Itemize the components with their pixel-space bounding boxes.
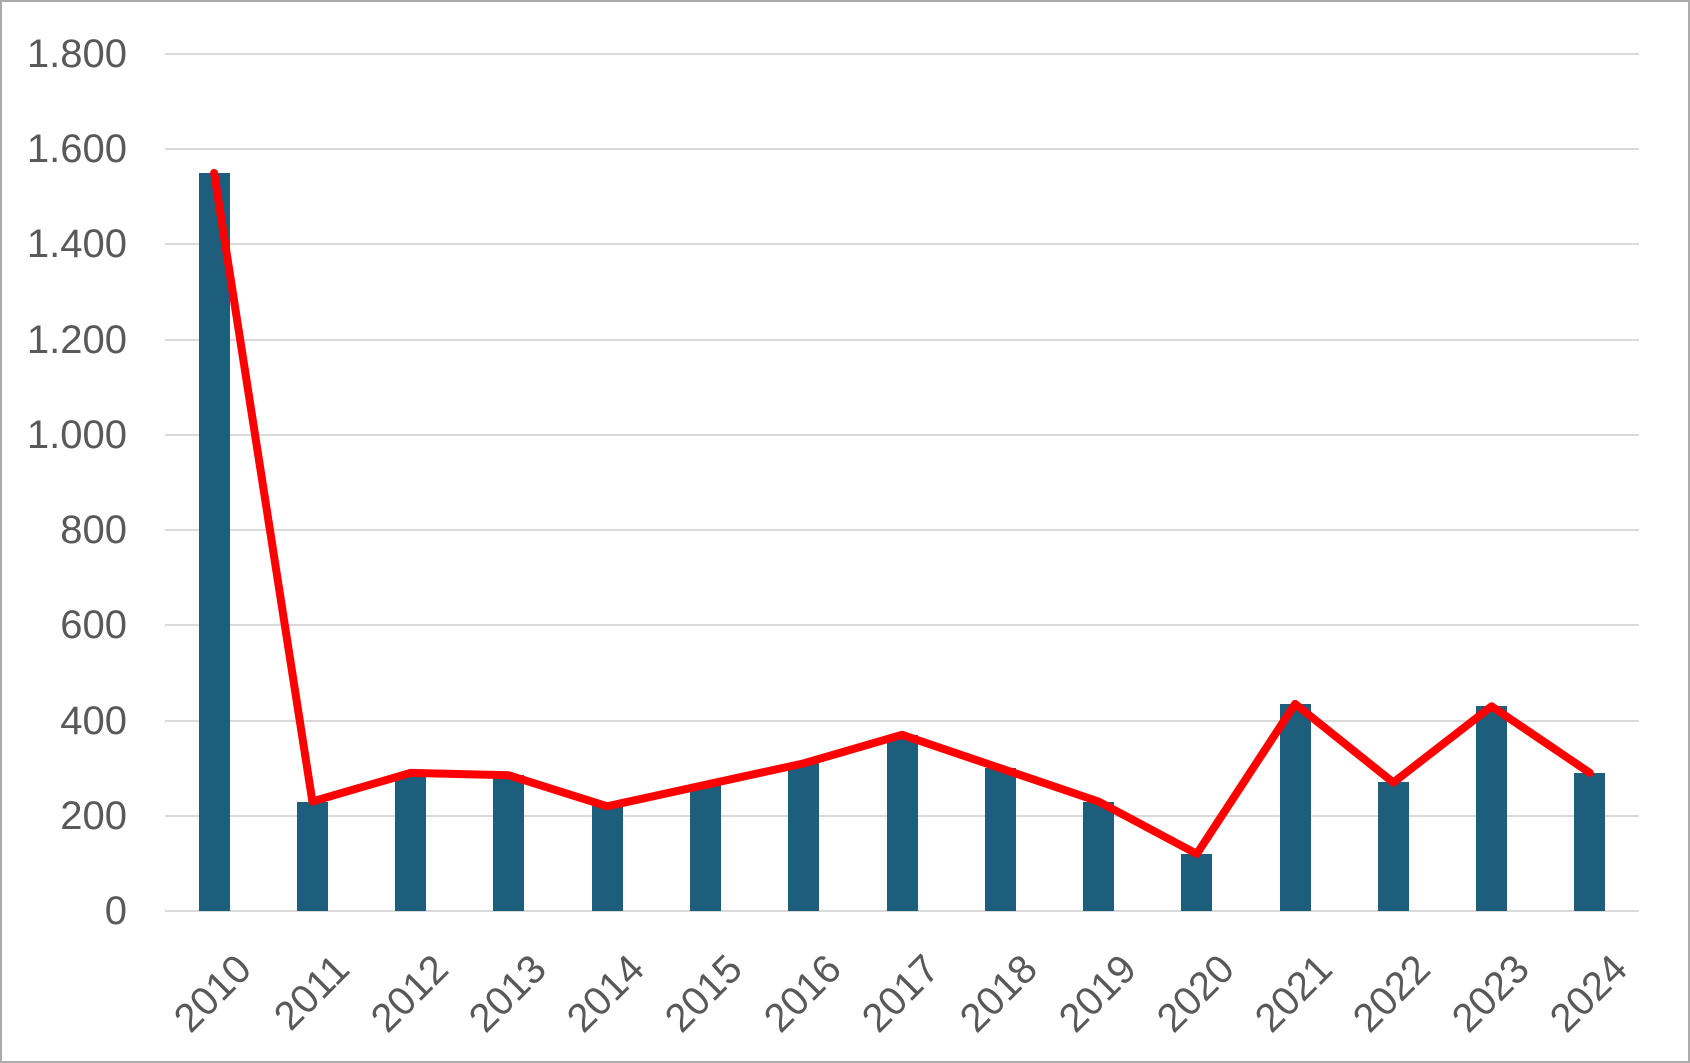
- bar-2023: [1476, 706, 1508, 911]
- bar-2021: [1279, 703, 1311, 911]
- line-series: [210, 169, 1594, 858]
- bar-2019: [1083, 801, 1115, 911]
- y-axis-tick-label: 600: [60, 603, 127, 648]
- gridline: [165, 719, 1639, 722]
- y-axis-tick-label: 200: [60, 793, 127, 838]
- gridline: [165, 529, 1639, 532]
- bar-2020: [1181, 853, 1213, 911]
- gridline: [165, 338, 1639, 341]
- gridline: [165, 53, 1639, 55]
- y-axis-tick-label: 800: [60, 508, 127, 553]
- bar-2011: [296, 801, 328, 911]
- bar-2016: [788, 763, 820, 911]
- bar-2010: [198, 173, 230, 911]
- bar-2014: [591, 806, 623, 911]
- gridline: [165, 624, 1639, 627]
- bar-2022: [1377, 782, 1409, 911]
- y-axis-tick-label: 1.600: [26, 127, 127, 172]
- bar-2013: [493, 775, 525, 911]
- bar-2017: [886, 734, 918, 911]
- bar-2012: [395, 772, 427, 911]
- y-axis-tick-label: 1.400: [26, 222, 127, 267]
- bar-2024: [1574, 772, 1606, 911]
- gridline: [165, 433, 1639, 436]
- plot-area: [165, 53, 1639, 912]
- y-axis-tick-label: 0: [104, 889, 127, 933]
- gridline: [165, 148, 1639, 151]
- y-axis-tick-label: 1.200: [26, 317, 127, 362]
- y-axis-tick-label: 1.000: [26, 412, 127, 457]
- gridline: [165, 910, 1639, 912]
- y-axis-tick-label: 1.800: [26, 32, 127, 76]
- bar-2018: [984, 768, 1016, 911]
- gridline: [165, 243, 1639, 246]
- y-axis-tick-label: 400: [60, 698, 127, 743]
- line-path: [210, 169, 1594, 858]
- bar-2015: [689, 784, 721, 911]
